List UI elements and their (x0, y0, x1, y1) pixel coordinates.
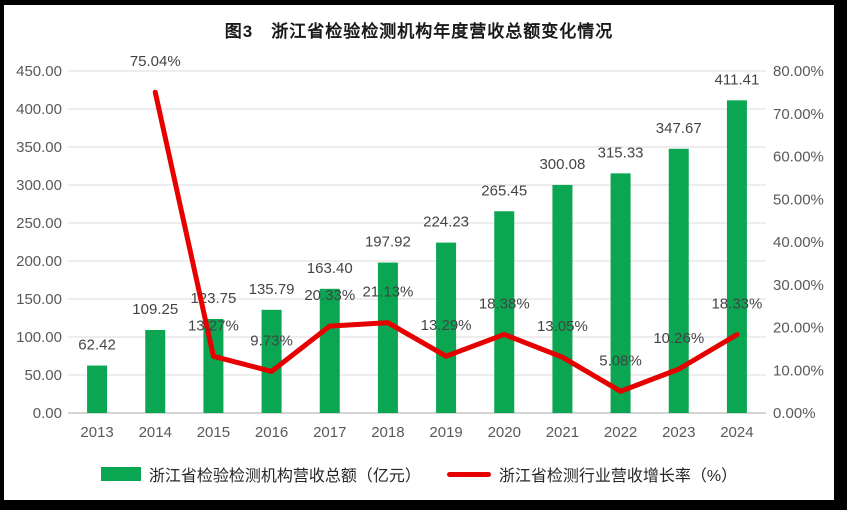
line-value-label: 13.27% (188, 317, 239, 334)
growth-rate-line (152, 89, 740, 394)
bar-series-swatch (100, 467, 141, 481)
bar-2021 (552, 184, 573, 413)
left-axis-tick: 150.00 (16, 291, 62, 308)
line-value-label: 10.26% (653, 330, 704, 347)
x-axis-label: 2021 (546, 424, 579, 441)
bar-2018 (377, 262, 398, 413)
right-axis-tick: 70.00% (773, 106, 824, 123)
right-axis-tick: 60.00% (773, 149, 824, 166)
bar-value-label: 109.25 (132, 301, 178, 318)
line-value-label: 5.08% (599, 352, 642, 369)
x-axis-label: 2015 (197, 424, 230, 441)
bar-series-label: 浙江省检验检测机构营收总额（亿元） (148, 468, 421, 485)
left-axis-tick: 450.00 (16, 63, 62, 80)
chart-svg: 0.00 50.00 100.00 150.00 200.00 250.00 300.00 3… (16, 53, 824, 441)
line-value-label: 13.29% (421, 317, 472, 334)
x-axis-label: 2017 (313, 424, 346, 441)
bar-2017 (319, 288, 340, 413)
bar-2016 (261, 309, 282, 413)
line-series-swatch (446, 471, 491, 477)
right-axis-tick: 0.00% (773, 405, 816, 422)
left-axis-tick: 300.00 (16, 177, 62, 194)
right-axis-tick: 80.00% (773, 63, 824, 80)
bar-value-label: 300.08 (539, 156, 585, 173)
left-axis-tick: 350.00 (16, 139, 62, 156)
bar-2013 (87, 365, 108, 413)
legend-item-line-series: 浙江省检测行业营收增长率（%） (446, 462, 738, 486)
bar-value-label: 411.41 (715, 71, 760, 88)
bar-value-label: 62.42 (78, 337, 116, 354)
line-value-label: 75.04% (130, 53, 181, 70)
legend-item-bar-series: 浙江省检验检测机构营收总额（亿元） (100, 462, 421, 486)
left-axis-tick: 250.00 (16, 215, 62, 232)
x-axis-label: 2024 (720, 424, 753, 441)
bar-value-label: 224.23 (423, 214, 469, 231)
bar-2024 (726, 100, 747, 413)
line-value-label: 21.13% (362, 284, 413, 301)
bar-2022 (610, 173, 631, 413)
bar-value-label: 163.40 (307, 260, 353, 277)
right-axis-tick: 30.00% (773, 277, 824, 294)
bar-2020 (494, 211, 515, 413)
line-value-label: 18.38% (479, 295, 530, 312)
right-axis-tick: 40.00% (773, 234, 824, 251)
left-axis-tick: 0.00 (33, 405, 62, 422)
left-axis-tick: 50.00 (24, 367, 62, 384)
bar-2023 (668, 148, 689, 413)
line-series-label: 浙江省检测行业营收增长率（%） (498, 468, 738, 485)
x-axis-label: 2022 (604, 424, 637, 441)
bar-value-label: 265.45 (481, 182, 527, 199)
line-value-label: 18.33% (711, 296, 762, 313)
x-axis-label: 2016 (255, 424, 288, 441)
right-axis-tick: 20.00% (773, 320, 824, 337)
x-axis-label: 2020 (488, 424, 521, 441)
x-axis-label: 2019 (429, 424, 462, 441)
x-axis-label: 2023 (662, 424, 695, 441)
line-value-label: 9.73% (250, 332, 293, 349)
left-axis-tick: 200.00 (16, 253, 62, 270)
bar-value-label: 315.33 (598, 144, 644, 161)
left-axis-tick: 400.00 (16, 101, 62, 118)
chart-legend: 浙江省检验检测机构营收总额（亿元） 浙江省检测行业营收增长率（%） (4, 457, 834, 491)
chart-canvas: 图3 浙江省检验检测机构年度营收总额变化情况 0.00 50.00 100.00 15… (4, 5, 834, 500)
x-axis-label: 2018 (371, 424, 404, 441)
bar-value-label: 135.79 (249, 281, 295, 298)
bar-value-label: 347.67 (656, 120, 702, 137)
x-axis-label: 2014 (139, 424, 172, 441)
line-value-label: 13.05% (537, 318, 588, 335)
x-axis-label: 2013 (80, 424, 113, 441)
bar-2019 (436, 242, 457, 413)
left-axis-tick: 100.00 (16, 329, 62, 346)
line-value-label: 20.33% (304, 287, 355, 304)
right-axis-tick: 10.00% (773, 362, 824, 379)
right-axis-tick: 50.00% (773, 191, 824, 208)
bar-2014 (145, 329, 166, 413)
bar-value-label: 197.92 (365, 234, 411, 251)
chart-title: 图3 浙江省检验检测机构年度营收总额变化情况 (224, 22, 614, 41)
